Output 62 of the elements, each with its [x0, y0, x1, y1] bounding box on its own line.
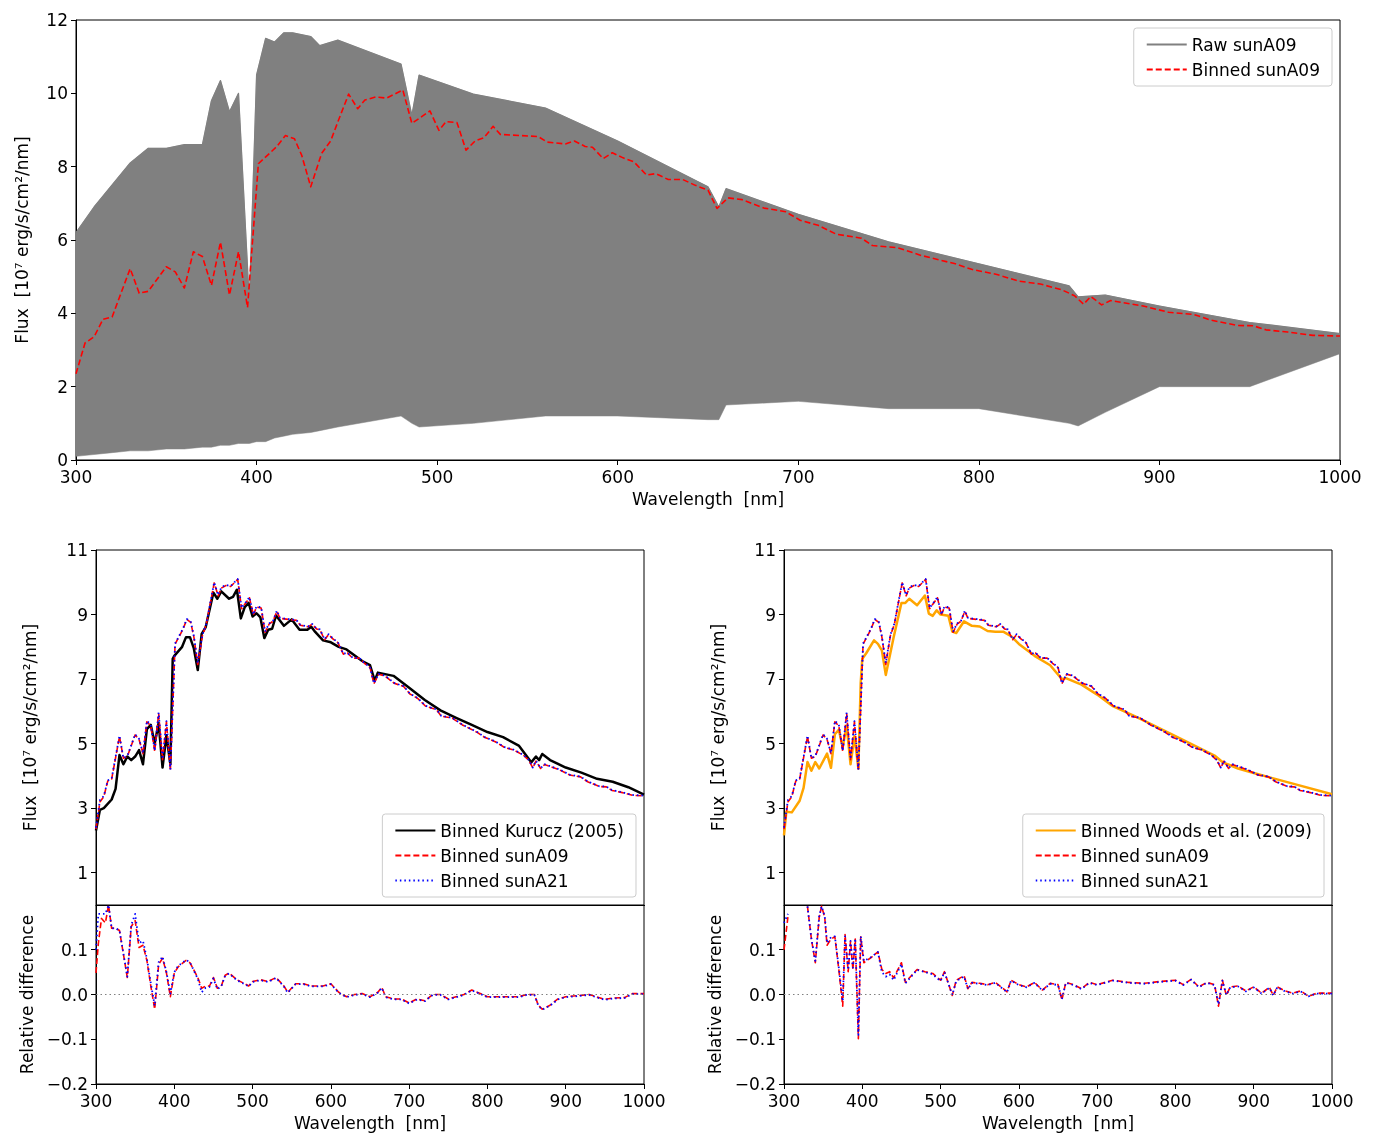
- y-tick-label: −0.1: [734, 1029, 776, 1050]
- x-tick-label: 400: [240, 466, 273, 487]
- y-tick-label: 4: [57, 303, 68, 324]
- x-tick-label: 500: [236, 1090, 269, 1111]
- legend-label: Binned sunA09: [1080, 845, 1210, 866]
- line-series: [75, 89, 1341, 375]
- x-tick-label: 800: [962, 466, 996, 487]
- y-tick-label: 1: [77, 862, 88, 883]
- legend-label: Binned Woods et al. (2009): [1080, 820, 1313, 841]
- legend-label: Binned sunA21: [440, 870, 569, 891]
- y-axis-title: Flux [10⁷ erg/s/cm²/nm]: [19, 623, 40, 832]
- x-tick-label: 400: [158, 1090, 191, 1111]
- y-tick-label: 0.1: [60, 939, 88, 960]
- x-tick-label: 900: [1237, 1090, 1270, 1111]
- x-axis-title: Wavelength [nm]: [631, 488, 785, 509]
- x-axis-title: Wavelength [nm]: [293, 1112, 447, 1133]
- legend-label: Binned sunA09: [440, 845, 569, 866]
- x-tick-label: 600: [314, 1090, 348, 1111]
- x-tick-label: 1000: [1310, 1090, 1354, 1111]
- y-axis-title: Flux [10⁷ erg/s/cm²/nm]: [707, 623, 728, 832]
- y-tick-label: 8: [57, 156, 68, 177]
- x-tick-label: 700: [1080, 1090, 1114, 1111]
- y-tick-label: 11: [66, 540, 88, 560]
- x-tick-label: 1000: [1318, 466, 1362, 487]
- y-tick-label: 6: [57, 230, 68, 250]
- x-tick-label: 700: [782, 466, 815, 487]
- y-tick-label: −0.1: [46, 1029, 88, 1050]
- x-tick-label: 800: [471, 1090, 504, 1111]
- y-tick-label: 10: [46, 83, 68, 104]
- y-tick-label: 12: [46, 10, 68, 30]
- x-tick-label: 500: [420, 466, 454, 487]
- x-tick-label: 900: [1143, 466, 1176, 487]
- y-tick-label: 2: [57, 376, 68, 397]
- y-tick-label: 5: [77, 733, 88, 754]
- x-tick-label: 600: [601, 466, 634, 487]
- y-tick-label: 11: [754, 540, 776, 560]
- y-tick-label: 9: [765, 604, 776, 625]
- y-tick-label: 3: [77, 798, 88, 819]
- legend-label: Binned sunA09: [1191, 59, 1321, 80]
- x-tick-label: 400: [846, 1090, 879, 1111]
- y-tick-label: 7: [77, 669, 88, 690]
- x-tick-label: 500: [924, 1090, 957, 1111]
- x-tick-label: 900: [549, 1090, 582, 1111]
- y-tick-label: 0.1: [748, 939, 776, 960]
- y-tick-label: 0.0: [60, 984, 88, 1005]
- x-tick-label: 1000: [622, 1090, 666, 1111]
- y-tick-label: 9: [77, 604, 88, 625]
- y-tick-label: 3: [765, 798, 776, 819]
- x-tick-label: 700: [392, 1090, 426, 1111]
- legend-label: Binned Kurucz (2005): [440, 820, 625, 841]
- y-axis-title: Relative difference: [705, 914, 726, 1075]
- y-axis-title: Relative difference: [17, 914, 38, 1075]
- y-tick-label: 5: [765, 733, 776, 754]
- y-axis-title: Flux [10⁷ erg/s/cm²/nm]: [11, 136, 32, 344]
- legend-label: Binned sunA21: [1080, 870, 1210, 891]
- x-tick-label: 600: [1002, 1090, 1036, 1111]
- y-tick-label: 1: [765, 862, 776, 883]
- y-tick-label: 0.0: [748, 984, 776, 1005]
- x-axis-title: Wavelength [nm]: [981, 1112, 1135, 1133]
- x-tick-label: 800: [1159, 1090, 1192, 1111]
- y-tick-label: 7: [765, 669, 776, 690]
- legend-label: Raw sunA09: [1191, 34, 1297, 55]
